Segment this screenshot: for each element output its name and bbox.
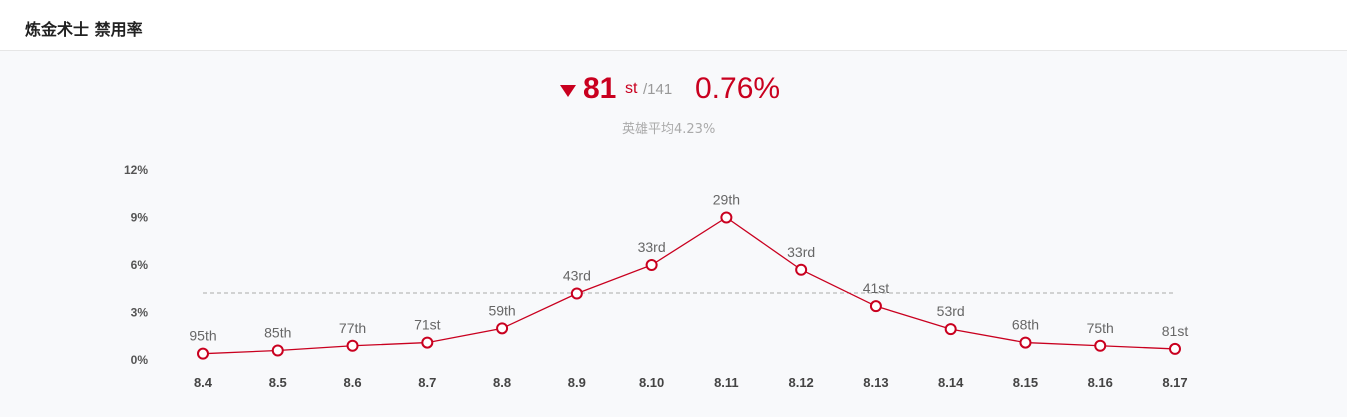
data-point[interactable]: [869, 300, 882, 313]
x-tick-label: 8.13: [863, 375, 888, 390]
data-point[interactable]: [570, 287, 583, 300]
point-rank-label: 77th: [339, 320, 366, 336]
x-tick-label: 8.11: [714, 375, 739, 390]
point-rank-label: 71st: [414, 317, 441, 333]
x-tick-label: 8.5: [269, 375, 287, 390]
x-tick-label: 8.15: [1013, 375, 1038, 390]
y-tick-label: 0%: [131, 353, 149, 367]
rank-number: 81: [583, 72, 617, 105]
point-rank-label: 85th: [264, 325, 291, 341]
point-labels: 95th 85th 77th 71st 59th 43rd 33rd 29th 33rd 41st…: [189, 192, 1188, 344]
point-rank-label: 29th: [713, 192, 740, 208]
data-point[interactable]: [197, 347, 209, 360]
data-point[interactable]: [271, 344, 284, 357]
data-point[interactable]: [720, 211, 733, 224]
point-rank-label: 95th: [189, 328, 216, 344]
data-point[interactable]: [421, 336, 434, 349]
point-rank-label: 59th: [488, 302, 515, 318]
point-rank-label: 53rd: [937, 303, 965, 319]
x-tick-label: 8.16: [1088, 375, 1113, 390]
data-point[interactable]: [1169, 342, 1181, 355]
data-point[interactable]: [1019, 336, 1032, 349]
data-point[interactable]: [795, 263, 808, 276]
x-tick-label: 8.12: [788, 375, 813, 390]
hero-average-label: 英雄平均4.23%: [622, 122, 716, 137]
data-point[interactable]: [346, 339, 359, 352]
point-rank-label: 75th: [1087, 320, 1114, 336]
y-tick-label: 3%: [131, 306, 149, 320]
trend-down-icon: [560, 85, 576, 97]
x-tick-label: 8.17: [1162, 375, 1187, 390]
y-tick-label: 9%: [131, 211, 149, 225]
y-axis: 0% 3% 6% 9% 12%: [124, 163, 148, 367]
x-tick-label: 8.7: [418, 375, 436, 390]
point-rank-label: 68th: [1012, 317, 1039, 333]
data-point[interactable]: [496, 322, 509, 335]
x-tick-label: 8.8: [493, 375, 511, 390]
point-rank-label: 81st: [1162, 323, 1189, 339]
rank-total: /141: [643, 81, 673, 98]
series-polyline: [202, 216, 1176, 355]
x-tick-label: 8.4: [194, 375, 213, 390]
x-axis: 8.4 8.5 8.6 8.7 8.8 8.9 8.10 8.11 8.12 8.13 8.14 8.…: [194, 375, 1188, 390]
page-title: 炼金术士 禁用率: [25, 20, 143, 39]
page-header: 炼金术士 禁用率: [0, 0, 1347, 51]
point-rank-label: 43rd: [563, 268, 591, 284]
x-tick-label: 8.9: [568, 375, 586, 390]
point-rank-label: 41st: [863, 280, 890, 296]
data-point[interactable]: [944, 323, 957, 336]
x-tick-label: 8.10: [639, 375, 664, 390]
x-tick-label: 8.14: [938, 375, 964, 390]
series-line: [202, 216, 1176, 355]
rank-suffix: st: [625, 80, 638, 97]
point-rank-label: 33rd: [638, 239, 666, 255]
y-tick-label: 12%: [124, 163, 148, 177]
data-point[interactable]: [1094, 339, 1107, 352]
x-tick-label: 8.6: [343, 375, 361, 390]
point-rank-label: 33rd: [787, 244, 815, 260]
data-points: [197, 211, 1181, 360]
data-point[interactable]: [645, 259, 658, 271]
y-tick-label: 6%: [131, 258, 149, 272]
ban-rate-value: 0.76%: [695, 72, 781, 105]
